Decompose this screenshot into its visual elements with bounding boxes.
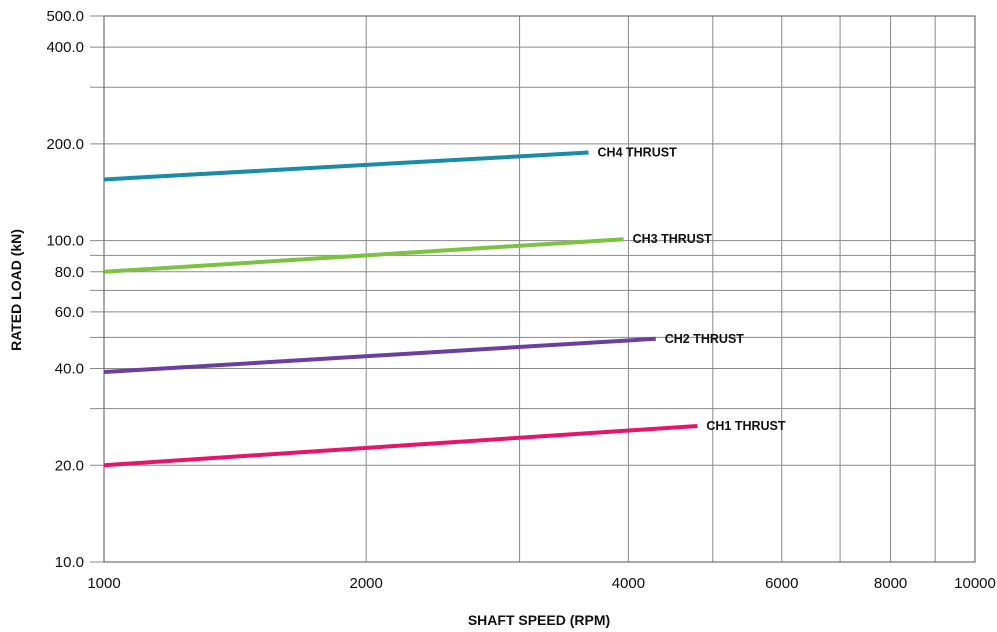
series-lines: [103, 150, 698, 468]
series-line-ch1-thrust: [103, 423, 698, 468]
y-tick-label: 200.0: [46, 136, 84, 153]
series-label-ch3-thrust: CH3 THRUST: [633, 232, 713, 246]
series-labels: CH4 THRUST CH3 THRUST CH2 THRUST CH1 THRUST: [598, 146, 786, 433]
y-tick-label: 10.0: [55, 554, 84, 571]
y-tick-label: 500.0: [46, 8, 84, 25]
plot-frame: [103, 15, 976, 563]
y-tick-labels: 10.0 20.0 40.0 60.0 80.0 100.0 200.0 400.0 500.0: [46, 8, 84, 571]
x-axis-title: SHAFT SPEED (RPM): [468, 612, 610, 628]
x-tick-label: 8000: [874, 575, 907, 592]
series-label-ch1-thrust: CH1 THRUST: [706, 419, 786, 433]
y-tick-label: 40.0: [55, 361, 84, 378]
y-tick-label: 100.0: [46, 233, 84, 250]
x-tick-label: 1000: [87, 575, 120, 592]
y-tick-label: 400.0: [46, 39, 84, 56]
grid: [90, 15, 976, 563]
series-label-ch2-thrust: CH2 THRUST: [665, 332, 745, 346]
x-tick-label: 10000: [954, 575, 996, 592]
series-label-ch4-thrust: CH4 THRUST: [598, 146, 678, 160]
x-tick-labels: 1000 2000 4000 6000 8000 10000: [87, 575, 996, 592]
y-tick-label: 20.0: [55, 457, 84, 474]
y-axis-title: RATED LOAD (kN): [8, 229, 24, 351]
y-tick-label: 80.0: [55, 264, 84, 281]
series-line-ch4-thrust: [103, 150, 589, 182]
series-line-ch2-thrust: [103, 336, 656, 375]
x-tick-label: 6000: [765, 575, 798, 592]
series-line-ch3-thrust: [103, 237, 624, 274]
x-tick-label: 4000: [612, 575, 645, 592]
x-tick-label: 2000: [350, 575, 383, 592]
y-tick-label: 60.0: [55, 304, 84, 321]
